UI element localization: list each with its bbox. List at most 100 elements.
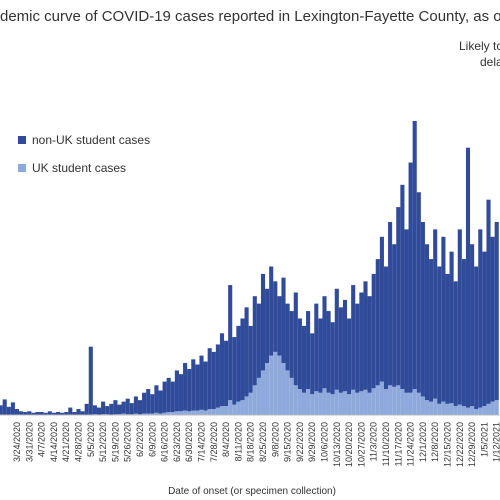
bar-segment: [224, 340, 229, 407]
bar-segment: [441, 401, 446, 415]
bar-segment: [224, 406, 229, 415]
bar-segment: [64, 412, 69, 415]
bar-segment: [51, 412, 56, 415]
bar-segment: [334, 288, 339, 390]
bar-segment: [433, 398, 438, 415]
bar-segment: [137, 400, 143, 415]
bar-segment: [35, 412, 40, 415]
bar-segment: [310, 394, 315, 415]
legend-label: non-UK student cases: [32, 133, 150, 147]
bar-segment: [195, 364, 200, 411]
bar-segment: [465, 147, 471, 408]
bar-segment: [306, 311, 311, 390]
x-tick-label: 9/15/2020: [283, 422, 293, 462]
bar-segment: [260, 370, 266, 415]
bar-segment: [121, 413, 126, 415]
bar-segment: [486, 199, 491, 404]
bar-segment: [314, 303, 319, 392]
bar-segment: [133, 413, 138, 415]
bar-segment: [494, 221, 499, 401]
bar-segment: [129, 403, 134, 415]
bar-segment: [183, 410, 188, 415]
bar-segment: [162, 381, 167, 413]
bar-segment: [326, 311, 331, 393]
bar-segment: [363, 281, 368, 390]
x-tick-label: 11/17/2020: [393, 422, 403, 466]
bar-segment: [400, 389, 405, 415]
legend-swatch: [18, 136, 26, 144]
bar-segment: [355, 303, 360, 393]
bar-segment: [400, 184, 405, 390]
bar-segment: [457, 404, 462, 415]
bar-segment: [314, 391, 319, 415]
bar-segment: [191, 410, 196, 415]
x-tick-label: 10/27/2020: [356, 422, 366, 467]
x-tick-label: 6/30/2020: [184, 422, 194, 462]
bar-segment: [215, 407, 220, 415]
x-tick-label: 6/9/2020: [147, 422, 157, 457]
bar-segment: [174, 411, 179, 415]
bar-segment: [478, 229, 483, 408]
bar-segment: [367, 296, 372, 393]
bar-segment: [199, 355, 204, 410]
x-tick-label: 4/28/2020: [74, 422, 84, 462]
bar-segment: [437, 266, 442, 404]
bar-segment: [260, 273, 266, 371]
bar-segment: [445, 403, 450, 415]
bar-segment: [478, 407, 483, 415]
bar-segment: [265, 288, 270, 364]
x-tick-label: 6/2/2020: [135, 422, 145, 457]
bar-segment: [289, 311, 294, 378]
bar-segment: [449, 251, 454, 404]
x-tick-label: 10/13/2020: [332, 422, 342, 467]
bar-segment: [363, 389, 368, 415]
bar-segment: [420, 396, 425, 415]
bar-segment: [60, 412, 65, 415]
bar-segment: [306, 389, 311, 415]
bar-segment: [47, 411, 52, 415]
bar-segment: [92, 405, 97, 415]
x-tick-label: 10/6/2020: [320, 422, 330, 462]
bar-segment: [154, 385, 159, 413]
x-tick-label: 9/29/2020: [307, 422, 317, 462]
bar-segment: [437, 403, 442, 415]
bar-segment: [326, 392, 331, 415]
bar-segment: [146, 413, 151, 415]
bar-segment: [277, 296, 282, 356]
bar-segment: [371, 388, 376, 415]
annotation: dela: [480, 55, 500, 69]
bar-segment: [142, 413, 147, 415]
bar-segment: [2, 399, 7, 415]
bar-segment: [359, 391, 364, 415]
bar-segment: [43, 412, 48, 415]
bar-segment: [269, 355, 274, 415]
bar-segment: [429, 401, 434, 415]
bar-segment: [285, 303, 290, 371]
bar-segment: [318, 392, 323, 415]
bar-segment: [166, 412, 171, 415]
bar-segment: [416, 392, 421, 415]
bar-segment: [269, 266, 274, 356]
bar-segment: [424, 244, 430, 401]
bar-segment: [347, 318, 352, 395]
bar-segment: [383, 266, 389, 390]
bar-segment: [150, 413, 155, 415]
bar-segment: [461, 406, 466, 415]
bar-segment: [392, 386, 397, 415]
bar-segment: [203, 361, 208, 411]
bar-segment: [330, 322, 335, 395]
bar-segment: [166, 377, 171, 413]
bar-segment: [150, 394, 155, 414]
bar-segment: [392, 244, 397, 387]
bar-segment: [203, 410, 208, 415]
bar-segment: [342, 299, 348, 392]
bar-segment: [281, 363, 286, 415]
bar-segment: [72, 412, 77, 415]
bar-segment: [174, 370, 179, 412]
x-tick-label: 12/8/2020: [430, 422, 440, 462]
bar-segment: [199, 409, 204, 415]
bar-segment: [490, 236, 495, 402]
x-tick-label: 4/21/2020: [61, 422, 71, 462]
bar-segment: [215, 344, 220, 408]
bar-segment: [183, 363, 188, 411]
